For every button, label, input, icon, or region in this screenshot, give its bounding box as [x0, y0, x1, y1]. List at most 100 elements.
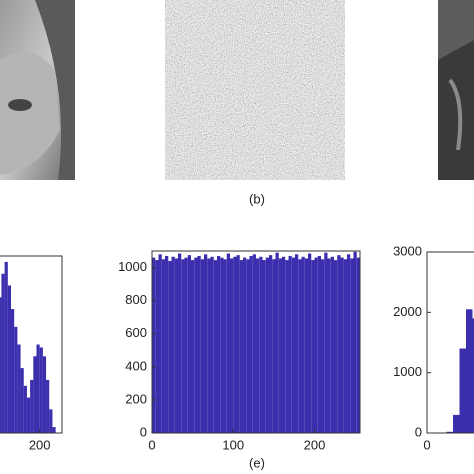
caption: (e)	[249, 455, 265, 470]
bar	[184, 257, 188, 433]
x-tick-label: 200	[304, 437, 326, 452]
bar	[49, 409, 53, 433]
bar	[161, 259, 165, 433]
bar	[298, 259, 302, 433]
bar	[39, 347, 43, 433]
bar	[472, 318, 474, 433]
bar	[52, 427, 56, 433]
image-c	[438, 0, 474, 180]
bar	[308, 253, 312, 433]
bar	[347, 254, 351, 433]
bar	[269, 255, 273, 433]
bar	[42, 356, 47, 433]
bar	[181, 259, 185, 433]
bar	[233, 256, 237, 433]
bar	[337, 255, 341, 433]
bar	[14, 326, 18, 433]
bar	[466, 309, 473, 433]
bar	[282, 256, 286, 433]
bar	[265, 257, 269, 433]
y-tick-label: 1000	[393, 364, 422, 379]
y-tick-label: 3000	[393, 243, 422, 258]
bar	[213, 260, 217, 433]
caption: (b)	[249, 191, 265, 206]
bar	[168, 260, 172, 433]
bar	[275, 252, 279, 433]
bar	[174, 258, 178, 433]
bar	[321, 259, 325, 433]
bar	[23, 385, 27, 433]
bar	[217, 255, 221, 433]
bar	[459, 348, 466, 433]
bar	[446, 431, 453, 433]
bar	[30, 379, 34, 433]
y-tick-label: 400	[125, 358, 147, 373]
bar	[236, 255, 240, 433]
bar	[330, 256, 334, 433]
bar	[256, 258, 260, 433]
bar	[171, 256, 175, 433]
y-tick-label: 600	[125, 325, 147, 340]
bar	[204, 254, 208, 433]
bar	[165, 255, 169, 433]
axes-frame	[0, 255, 63, 434]
bar	[356, 257, 360, 433]
y-tick-label: 200	[125, 391, 147, 406]
bar	[36, 344, 40, 433]
y-tick-label: 2000	[393, 304, 422, 319]
bar	[353, 251, 357, 433]
image-b	[165, 0, 345, 180]
bar	[46, 379, 50, 433]
bar	[20, 368, 24, 433]
bar	[278, 258, 282, 433]
x-tick-label: 200	[29, 437, 51, 452]
bar	[178, 253, 182, 433]
bar	[220, 257, 224, 433]
x-tick-label: 100	[222, 437, 244, 452]
bar	[26, 397, 31, 433]
bar	[314, 257, 318, 433]
bar	[223, 259, 227, 433]
bar	[311, 260, 315, 433]
bar	[0, 297, 2, 433]
bar	[1, 273, 5, 433]
bar	[288, 255, 292, 433]
bar	[295, 254, 299, 433]
bar	[152, 257, 156, 433]
y-tick-label: 0	[140, 424, 147, 439]
bar	[246, 259, 250, 433]
bar	[272, 259, 276, 433]
y-tick-label: 800	[125, 292, 147, 307]
bar	[291, 257, 295, 433]
bar	[301, 256, 305, 433]
bar	[239, 260, 243, 433]
bar	[343, 259, 347, 433]
bar	[11, 309, 15, 433]
bar	[210, 256, 214, 433]
bar	[259, 256, 263, 433]
bar	[350, 258, 354, 433]
x-tick-label: 0	[148, 437, 155, 452]
bar	[33, 356, 37, 433]
bar	[334, 260, 338, 433]
bar	[194, 257, 198, 433]
bar	[324, 252, 328, 433]
x-tick-label: 0	[423, 437, 430, 452]
y-tick-label: 0	[415, 424, 422, 439]
bar	[249, 255, 253, 433]
bar	[187, 255, 191, 433]
bar	[230, 258, 234, 433]
bar	[4, 261, 8, 433]
bar	[191, 260, 195, 433]
bar	[327, 258, 331, 433]
bar	[304, 258, 308, 433]
bar	[158, 254, 162, 433]
axes-frame	[426, 251, 474, 434]
bar	[252, 254, 256, 433]
bar	[155, 260, 159, 433]
bar	[453, 414, 460, 433]
bar	[197, 255, 201, 433]
bar	[340, 257, 344, 433]
bar	[17, 344, 21, 433]
